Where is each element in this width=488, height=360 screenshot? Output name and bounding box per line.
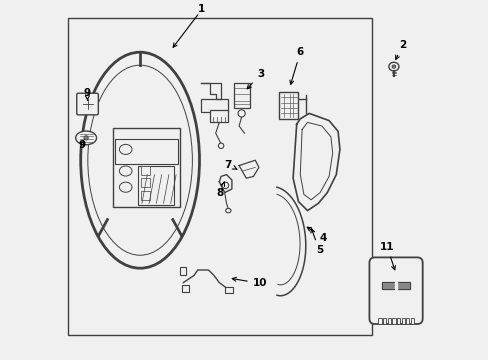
- Text: 9: 9: [78, 140, 85, 150]
- Polygon shape: [219, 175, 231, 193]
- Text: 8: 8: [216, 182, 224, 198]
- Ellipse shape: [222, 182, 228, 189]
- Polygon shape: [239, 160, 258, 178]
- Text: 6: 6: [289, 47, 304, 84]
- Ellipse shape: [388, 62, 398, 71]
- Ellipse shape: [88, 65, 192, 255]
- Bar: [179, 267, 186, 275]
- Polygon shape: [397, 282, 409, 289]
- Bar: [382, 318, 386, 324]
- Bar: [391, 318, 395, 324]
- Bar: [113, 128, 179, 207]
- Text: 3: 3: [247, 69, 264, 89]
- Text: 4: 4: [306, 227, 326, 243]
- Text: 5: 5: [310, 229, 323, 255]
- FancyBboxPatch shape: [368, 257, 422, 324]
- Bar: [141, 166, 150, 175]
- Text: 10: 10: [232, 277, 266, 288]
- Ellipse shape: [391, 65, 395, 68]
- Bar: [141, 178, 150, 187]
- Bar: [138, 166, 174, 205]
- Bar: [181, 285, 189, 292]
- Ellipse shape: [238, 110, 244, 117]
- Bar: [410, 318, 413, 324]
- Ellipse shape: [81, 52, 199, 268]
- Bar: [68, 18, 371, 335]
- Ellipse shape: [225, 208, 230, 213]
- Text: 2: 2: [395, 40, 406, 59]
- Text: 1: 1: [197, 4, 204, 14]
- Ellipse shape: [84, 136, 88, 140]
- Ellipse shape: [119, 144, 132, 154]
- Text: 11: 11: [379, 242, 395, 270]
- Polygon shape: [276, 187, 305, 296]
- Bar: [224, 287, 232, 293]
- Bar: [387, 318, 390, 324]
- Ellipse shape: [76, 131, 96, 145]
- Bar: [210, 110, 228, 122]
- Bar: [233, 83, 249, 108]
- Ellipse shape: [119, 166, 132, 176]
- Bar: [401, 318, 404, 324]
- Bar: [396, 318, 399, 324]
- Polygon shape: [382, 282, 394, 289]
- FancyBboxPatch shape: [77, 93, 98, 115]
- Bar: [141, 191, 150, 200]
- Bar: [278, 92, 298, 119]
- Bar: [201, 99, 228, 112]
- Bar: [378, 318, 381, 324]
- Polygon shape: [394, 282, 397, 289]
- Polygon shape: [201, 83, 221, 99]
- Text: 9: 9: [83, 88, 91, 101]
- Ellipse shape: [218, 143, 224, 149]
- Polygon shape: [292, 113, 339, 211]
- Ellipse shape: [119, 182, 132, 192]
- Text: 7: 7: [224, 159, 237, 170]
- Bar: [406, 318, 408, 324]
- Bar: [115, 139, 178, 164]
